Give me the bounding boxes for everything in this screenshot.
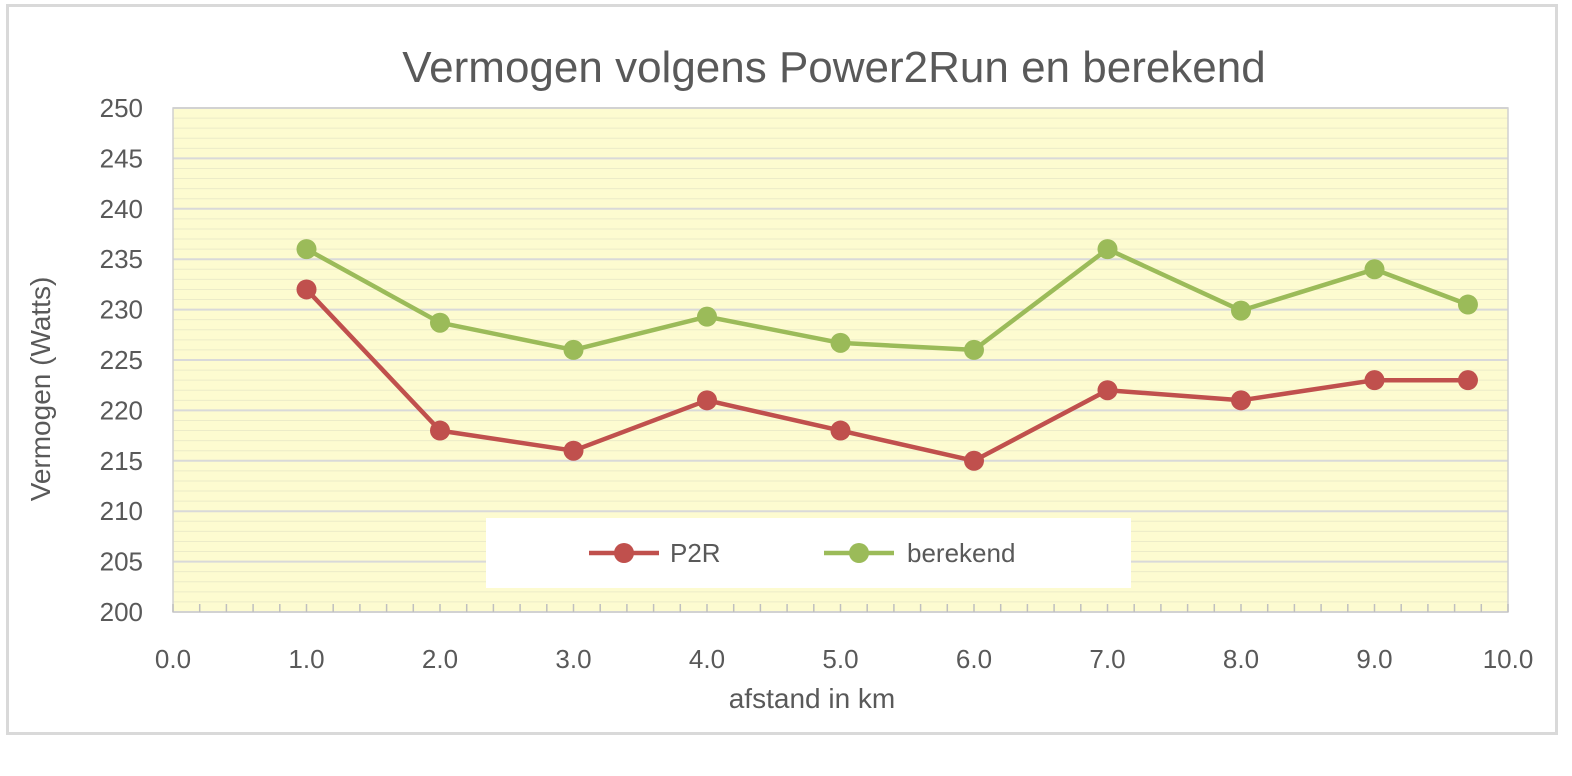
x-tick-label: 8.0: [1223, 644, 1259, 674]
legend-label: P2R: [670, 538, 721, 568]
legend-label: berekend: [907, 538, 1015, 568]
y-axis: 200 205 210 215 220 225 230 235 240 245 250: [100, 93, 143, 627]
x-tick-label: 9.0: [1356, 644, 1392, 674]
y-axis-label: Vermogen (Watts): [25, 277, 56, 502]
x-tick-label: 10.0: [1483, 644, 1534, 674]
data-point-berekend: [697, 306, 717, 327]
x-tick-label: 0.0: [155, 644, 191, 674]
legend-box: [486, 518, 1131, 588]
legend-swatch-marker: [849, 543, 869, 563]
data-point-p2r: [563, 440, 584, 461]
data-point-p2r: [1097, 380, 1118, 401]
data-point-p2r: [1457, 370, 1478, 391]
series-layer: [296, 239, 1478, 471]
y-tick-label: 230: [100, 295, 143, 325]
y-tick-label: 225: [100, 345, 143, 375]
legend-entry-berekend: berekend: [824, 538, 1015, 568]
y-tick-label: 250: [100, 93, 143, 123]
data-point-berekend: [563, 339, 584, 360]
data-point-berekend: [1364, 259, 1385, 280]
legend-swatch-marker: [614, 543, 634, 563]
x-tick-label: 3.0: [555, 644, 591, 674]
y-tick-label: 215: [100, 446, 143, 476]
x-tick-label: 1.0: [288, 644, 324, 674]
data-point-berekend: [296, 239, 317, 260]
y-tick-label: 210: [100, 496, 143, 526]
y-tick-label: 220: [100, 395, 143, 425]
x-minor-ticks: [172, 604, 1509, 612]
x-tick-label: 7.0: [1089, 644, 1125, 674]
data-point-p2r: [296, 279, 317, 300]
data-point-p2r: [1231, 390, 1251, 411]
x-tick-label: 4.0: [689, 644, 725, 674]
data-point-berekend: [1231, 300, 1251, 321]
y-tick-label: 245: [100, 143, 143, 173]
data-point-berekend: [1457, 294, 1478, 315]
y-tick-label: 235: [100, 244, 143, 274]
x-tick-label: 2.0: [422, 644, 458, 674]
series-p2r: [296, 279, 1478, 471]
data-point-p2r: [430, 420, 450, 441]
data-point-berekend: [830, 332, 851, 353]
x-axis: 0.0 1.0 2.0 3.0 4.0 5.0 6.0 7.0 8.0 9.0 10.0: [155, 644, 1533, 674]
legend: P2R berekend: [486, 518, 1131, 588]
data-point-berekend: [1097, 239, 1118, 260]
y-tick-label: 200: [100, 597, 143, 627]
data-point-p2r: [830, 420, 851, 441]
y-tick-label: 240: [100, 194, 143, 224]
series-line-p2r: [304, 287, 1468, 464]
series-line-berekend: [305, 246, 1469, 353]
y-tick-label: 205: [100, 547, 143, 577]
x-axis-label: afstand in km: [729, 683, 896, 714]
series-berekend: [296, 239, 1478, 360]
x-tick-label: 5.0: [822, 644, 858, 674]
chart-title: Vermogen volgens Power2Run en berekend: [402, 43, 1265, 92]
data-point-berekend: [964, 339, 984, 360]
data-point-p2r: [964, 450, 984, 471]
data-point-p2r: [1364, 370, 1385, 391]
data-point-berekend: [430, 312, 450, 333]
data-point-p2r: [697, 390, 717, 411]
legend-entry-p2r: P2R: [589, 538, 721, 568]
x-tick-label: 6.0: [956, 644, 992, 674]
